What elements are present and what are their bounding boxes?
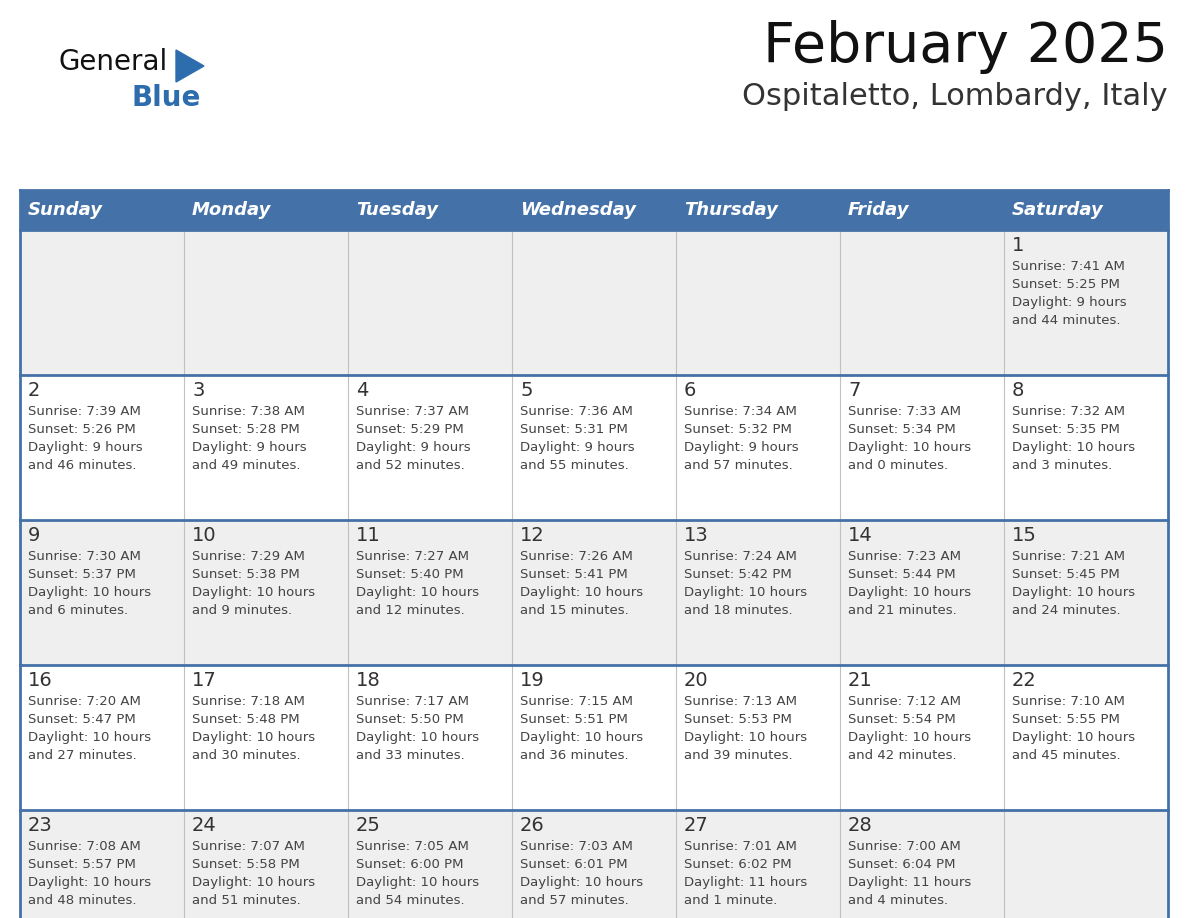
- Text: Sunrise: 7:39 AM
Sunset: 5:26 PM
Daylight: 9 hours
and 46 minutes.: Sunrise: 7:39 AM Sunset: 5:26 PM Dayligh…: [29, 405, 143, 472]
- Text: Tuesday: Tuesday: [356, 201, 438, 219]
- Text: Sunrise: 7:26 AM
Sunset: 5:41 PM
Daylight: 10 hours
and 15 minutes.: Sunrise: 7:26 AM Sunset: 5:41 PM Dayligh…: [520, 550, 643, 617]
- Text: Saturday: Saturday: [1012, 201, 1104, 219]
- Text: 6: 6: [684, 381, 696, 400]
- Text: 15: 15: [1012, 526, 1037, 545]
- Polygon shape: [176, 50, 204, 82]
- Text: 4: 4: [356, 381, 368, 400]
- Text: Sunrise: 7:41 AM
Sunset: 5:25 PM
Daylight: 9 hours
and 44 minutes.: Sunrise: 7:41 AM Sunset: 5:25 PM Dayligh…: [1012, 260, 1126, 327]
- Text: February 2025: February 2025: [763, 20, 1168, 74]
- Text: Sunrise: 7:30 AM
Sunset: 5:37 PM
Daylight: 10 hours
and 6 minutes.: Sunrise: 7:30 AM Sunset: 5:37 PM Dayligh…: [29, 550, 151, 617]
- Text: 24: 24: [192, 816, 216, 835]
- Text: Wednesday: Wednesday: [520, 201, 636, 219]
- Text: 28: 28: [848, 816, 873, 835]
- Bar: [20, 375, 1168, 520]
- Bar: [840, 190, 1004, 230]
- Text: 7: 7: [848, 381, 860, 400]
- Bar: [20, 665, 1168, 810]
- Bar: [20, 810, 1168, 918]
- Text: Sunrise: 7:12 AM
Sunset: 5:54 PM
Daylight: 10 hours
and 42 minutes.: Sunrise: 7:12 AM Sunset: 5:54 PM Dayligh…: [848, 695, 971, 762]
- Text: 3: 3: [192, 381, 204, 400]
- Text: 8: 8: [1012, 381, 1024, 400]
- Text: 18: 18: [356, 671, 380, 690]
- Text: Sunrise: 7:32 AM
Sunset: 5:35 PM
Daylight: 10 hours
and 3 minutes.: Sunrise: 7:32 AM Sunset: 5:35 PM Dayligh…: [1012, 405, 1135, 472]
- Text: Sunrise: 7:38 AM
Sunset: 5:28 PM
Daylight: 9 hours
and 49 minutes.: Sunrise: 7:38 AM Sunset: 5:28 PM Dayligh…: [192, 405, 307, 472]
- Text: 13: 13: [684, 526, 709, 545]
- Bar: [20, 230, 1168, 375]
- Text: Sunrise: 7:17 AM
Sunset: 5:50 PM
Daylight: 10 hours
and 33 minutes.: Sunrise: 7:17 AM Sunset: 5:50 PM Dayligh…: [356, 695, 479, 762]
- Text: 11: 11: [356, 526, 380, 545]
- Bar: [512, 190, 676, 230]
- Text: 12: 12: [520, 526, 545, 545]
- Text: 14: 14: [848, 526, 873, 545]
- Text: Sunrise: 7:24 AM
Sunset: 5:42 PM
Daylight: 10 hours
and 18 minutes.: Sunrise: 7:24 AM Sunset: 5:42 PM Dayligh…: [684, 550, 807, 617]
- Text: 20: 20: [684, 671, 708, 690]
- Text: Sunrise: 7:13 AM
Sunset: 5:53 PM
Daylight: 10 hours
and 39 minutes.: Sunrise: 7:13 AM Sunset: 5:53 PM Dayligh…: [684, 695, 807, 762]
- Text: Sunrise: 7:05 AM
Sunset: 6:00 PM
Daylight: 10 hours
and 54 minutes.: Sunrise: 7:05 AM Sunset: 6:00 PM Dayligh…: [356, 840, 479, 907]
- Text: Sunrise: 7:29 AM
Sunset: 5:38 PM
Daylight: 10 hours
and 9 minutes.: Sunrise: 7:29 AM Sunset: 5:38 PM Dayligh…: [192, 550, 315, 617]
- Text: Sunrise: 7:34 AM
Sunset: 5:32 PM
Daylight: 9 hours
and 57 minutes.: Sunrise: 7:34 AM Sunset: 5:32 PM Dayligh…: [684, 405, 798, 472]
- Text: 16: 16: [29, 671, 52, 690]
- Text: 26: 26: [520, 816, 545, 835]
- Text: General: General: [58, 48, 168, 76]
- Text: Sunrise: 7:33 AM
Sunset: 5:34 PM
Daylight: 10 hours
and 0 minutes.: Sunrise: 7:33 AM Sunset: 5:34 PM Dayligh…: [848, 405, 971, 472]
- Text: 17: 17: [192, 671, 216, 690]
- Text: Sunday: Sunday: [29, 201, 103, 219]
- Text: Blue: Blue: [132, 84, 202, 112]
- Text: 9: 9: [29, 526, 40, 545]
- Text: Friday: Friday: [848, 201, 910, 219]
- Text: Sunrise: 7:20 AM
Sunset: 5:47 PM
Daylight: 10 hours
and 27 minutes.: Sunrise: 7:20 AM Sunset: 5:47 PM Dayligh…: [29, 695, 151, 762]
- Text: Sunrise: 7:23 AM
Sunset: 5:44 PM
Daylight: 10 hours
and 21 minutes.: Sunrise: 7:23 AM Sunset: 5:44 PM Dayligh…: [848, 550, 971, 617]
- Text: Sunrise: 7:00 AM
Sunset: 6:04 PM
Daylight: 11 hours
and 4 minutes.: Sunrise: 7:00 AM Sunset: 6:04 PM Dayligh…: [848, 840, 972, 907]
- Text: 19: 19: [520, 671, 545, 690]
- Text: Sunrise: 7:07 AM
Sunset: 5:58 PM
Daylight: 10 hours
and 51 minutes.: Sunrise: 7:07 AM Sunset: 5:58 PM Dayligh…: [192, 840, 315, 907]
- Bar: [184, 190, 348, 230]
- Text: Sunrise: 7:21 AM
Sunset: 5:45 PM
Daylight: 10 hours
and 24 minutes.: Sunrise: 7:21 AM Sunset: 5:45 PM Dayligh…: [1012, 550, 1135, 617]
- Text: 5: 5: [520, 381, 532, 400]
- Text: Sunrise: 7:08 AM
Sunset: 5:57 PM
Daylight: 10 hours
and 48 minutes.: Sunrise: 7:08 AM Sunset: 5:57 PM Dayligh…: [29, 840, 151, 907]
- Text: 22: 22: [1012, 671, 1037, 690]
- Text: 27: 27: [684, 816, 709, 835]
- Text: 23: 23: [29, 816, 52, 835]
- Text: 25: 25: [356, 816, 381, 835]
- Text: Sunrise: 7:01 AM
Sunset: 6:02 PM
Daylight: 11 hours
and 1 minute.: Sunrise: 7:01 AM Sunset: 6:02 PM Dayligh…: [684, 840, 808, 907]
- Text: Thursday: Thursday: [684, 201, 778, 219]
- Text: Sunrise: 7:15 AM
Sunset: 5:51 PM
Daylight: 10 hours
and 36 minutes.: Sunrise: 7:15 AM Sunset: 5:51 PM Dayligh…: [520, 695, 643, 762]
- Text: Sunrise: 7:18 AM
Sunset: 5:48 PM
Daylight: 10 hours
and 30 minutes.: Sunrise: 7:18 AM Sunset: 5:48 PM Dayligh…: [192, 695, 315, 762]
- Bar: [20, 190, 184, 230]
- Text: Monday: Monday: [192, 201, 271, 219]
- Text: Ospitaletto, Lombardy, Italy: Ospitaletto, Lombardy, Italy: [742, 82, 1168, 111]
- Bar: [20, 520, 1168, 665]
- Text: 2: 2: [29, 381, 40, 400]
- Text: Sunrise: 7:03 AM
Sunset: 6:01 PM
Daylight: 10 hours
and 57 minutes.: Sunrise: 7:03 AM Sunset: 6:01 PM Dayligh…: [520, 840, 643, 907]
- Text: 21: 21: [848, 671, 873, 690]
- Bar: [1004, 190, 1168, 230]
- Bar: [676, 190, 840, 230]
- Text: 1: 1: [1012, 236, 1024, 255]
- Text: 10: 10: [192, 526, 216, 545]
- Text: Sunrise: 7:27 AM
Sunset: 5:40 PM
Daylight: 10 hours
and 12 minutes.: Sunrise: 7:27 AM Sunset: 5:40 PM Dayligh…: [356, 550, 479, 617]
- Bar: [348, 190, 512, 230]
- Text: Sunrise: 7:37 AM
Sunset: 5:29 PM
Daylight: 9 hours
and 52 minutes.: Sunrise: 7:37 AM Sunset: 5:29 PM Dayligh…: [356, 405, 470, 472]
- Text: Sunrise: 7:10 AM
Sunset: 5:55 PM
Daylight: 10 hours
and 45 minutes.: Sunrise: 7:10 AM Sunset: 5:55 PM Dayligh…: [1012, 695, 1135, 762]
- Text: Sunrise: 7:36 AM
Sunset: 5:31 PM
Daylight: 9 hours
and 55 minutes.: Sunrise: 7:36 AM Sunset: 5:31 PM Dayligh…: [520, 405, 634, 472]
